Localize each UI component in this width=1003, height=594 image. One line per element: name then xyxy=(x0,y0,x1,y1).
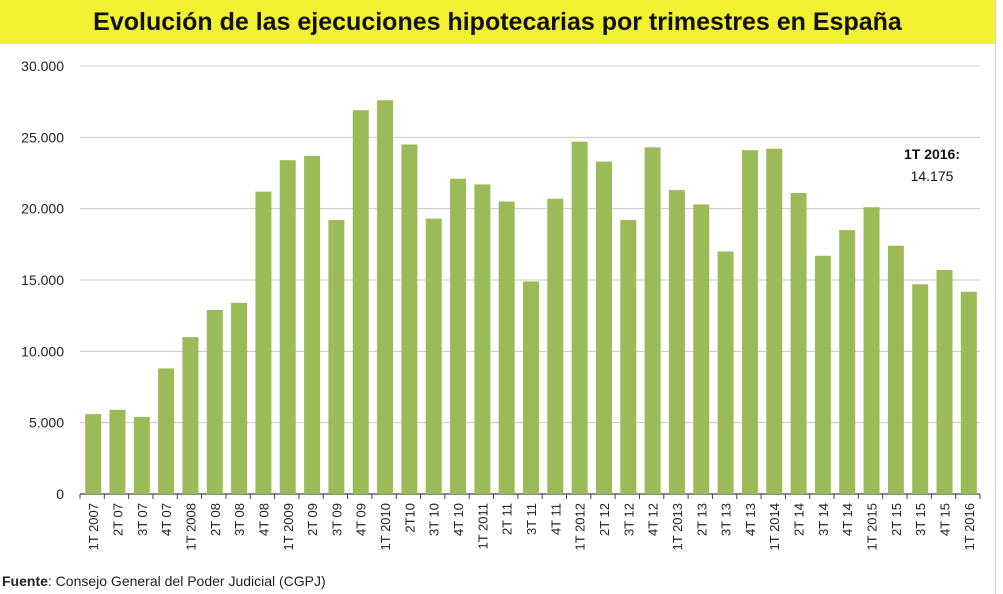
page-border xyxy=(995,0,1003,594)
x-tick-label: 4T 07 xyxy=(159,503,174,536)
bar xyxy=(693,204,710,495)
bar-chart: 0 5.000 10.000 15.000 20.000 25.000 30.000 1T 2… xyxy=(21,58,981,550)
x-tick-label: 3T 14 xyxy=(816,503,831,536)
x-tick-label: 1T 2008 xyxy=(183,503,198,550)
bar xyxy=(377,100,394,495)
bar xyxy=(474,184,491,494)
x-tick-label: 1T 2007 xyxy=(86,503,101,550)
chart-title-bar: Evolución de las ejecuciones hipotecaria… xyxy=(0,0,995,44)
bar xyxy=(620,220,637,494)
y-tick-label: 5.000 xyxy=(29,415,64,431)
x-tick-label: 1T 2010 xyxy=(378,503,393,550)
y-tick-label: 20.000 xyxy=(21,201,64,217)
bar xyxy=(571,141,588,494)
chart-title: Evolución de las ejecuciones hipotecaria… xyxy=(93,7,902,36)
x-tick-label: 1T 2012 xyxy=(573,503,588,550)
x-tick-label: 4T 11 xyxy=(548,503,563,535)
x-tick-label: 4T 15 xyxy=(938,503,953,536)
bar xyxy=(668,190,685,494)
x-tick-label: 2T 13 xyxy=(694,503,709,536)
bar xyxy=(401,144,418,494)
bar xyxy=(887,245,904,494)
y-tick-label: 10.000 xyxy=(21,343,64,359)
bar xyxy=(523,281,539,494)
bar xyxy=(182,337,199,494)
x-tick-label: 2T 08 xyxy=(208,503,223,536)
x-tick-label: 4T 12 xyxy=(646,503,661,536)
x-tick-label: 2T 15 xyxy=(889,503,904,536)
x-tick-label: 1T 2009 xyxy=(281,503,296,550)
bar xyxy=(741,150,758,494)
x-tick-label: 1T 2016 xyxy=(962,503,977,550)
source-note: Fuente: Consejo General del Poder Judici… xyxy=(2,573,326,589)
bar xyxy=(109,409,126,494)
x-tick-label: 1T 2015 xyxy=(865,503,880,550)
x-tick-label: 3T 07 xyxy=(135,503,150,536)
bar xyxy=(547,198,564,494)
x-tick-label: 2T 07 xyxy=(110,503,125,536)
x-tick-label: 4T 14 xyxy=(840,503,855,536)
bar xyxy=(425,218,442,495)
bar xyxy=(255,191,272,494)
bar xyxy=(450,178,467,494)
bar xyxy=(912,284,929,494)
x-tick-label: 4T 13 xyxy=(743,503,758,536)
x-tick-label: 3T 11 xyxy=(524,503,539,535)
x-tick-label: 3T 10 xyxy=(427,503,442,536)
x-tick-label: 2T 14 xyxy=(792,503,807,536)
bar xyxy=(304,155,321,494)
bar xyxy=(328,220,345,494)
bar xyxy=(839,230,856,495)
annotation-label: 1T 2016: xyxy=(904,146,960,162)
x-tick-label: 1T 2011 xyxy=(475,503,490,550)
bar xyxy=(936,270,953,494)
bar xyxy=(790,192,807,494)
bar xyxy=(498,201,515,495)
x-tick-label: 1T 2014 xyxy=(767,503,782,550)
x-tick-label: 3T 09 xyxy=(329,503,344,536)
annotation-value: 14.175 xyxy=(911,168,954,184)
x-tick-label: 2T 09 xyxy=(305,503,320,536)
y-tick-label: 25.000 xyxy=(21,129,64,145)
x-tick-label: 2T 12 xyxy=(597,503,612,536)
y-tick-label: 0 xyxy=(56,486,64,502)
bar xyxy=(717,251,734,494)
x-tick-label: 4T 10 xyxy=(451,503,466,536)
bar xyxy=(960,291,977,494)
x-tick-label: 4T 08 xyxy=(256,503,271,536)
bar xyxy=(814,255,831,494)
bar xyxy=(85,414,102,494)
bar xyxy=(863,207,880,495)
x-tick-label: 2T10 xyxy=(402,503,417,533)
bar xyxy=(644,147,661,494)
x-tick-label: 4T 09 xyxy=(354,503,369,536)
x-tick-label: 3T 13 xyxy=(719,503,734,536)
x-tick-label: 1T 2013 xyxy=(670,503,685,550)
source-text: : Consejo General del Poder Judicial (CG… xyxy=(47,573,326,589)
bar xyxy=(595,161,612,494)
bar xyxy=(766,148,783,494)
bar xyxy=(352,110,369,494)
bar xyxy=(231,302,248,494)
y-tick-label: 15.000 xyxy=(21,272,64,288)
bar xyxy=(206,309,223,494)
source-label: Fuente xyxy=(2,573,48,589)
x-tick-label: 3T 15 xyxy=(913,503,928,536)
bar xyxy=(133,416,150,494)
bar xyxy=(158,368,175,494)
bar xyxy=(279,160,296,494)
x-tick-label: 3T 12 xyxy=(621,503,636,536)
x-tick-label: 3T 08 xyxy=(232,503,247,536)
y-tick-label: 30.000 xyxy=(21,58,64,74)
x-tick-label: 2T 11 xyxy=(500,503,515,535)
